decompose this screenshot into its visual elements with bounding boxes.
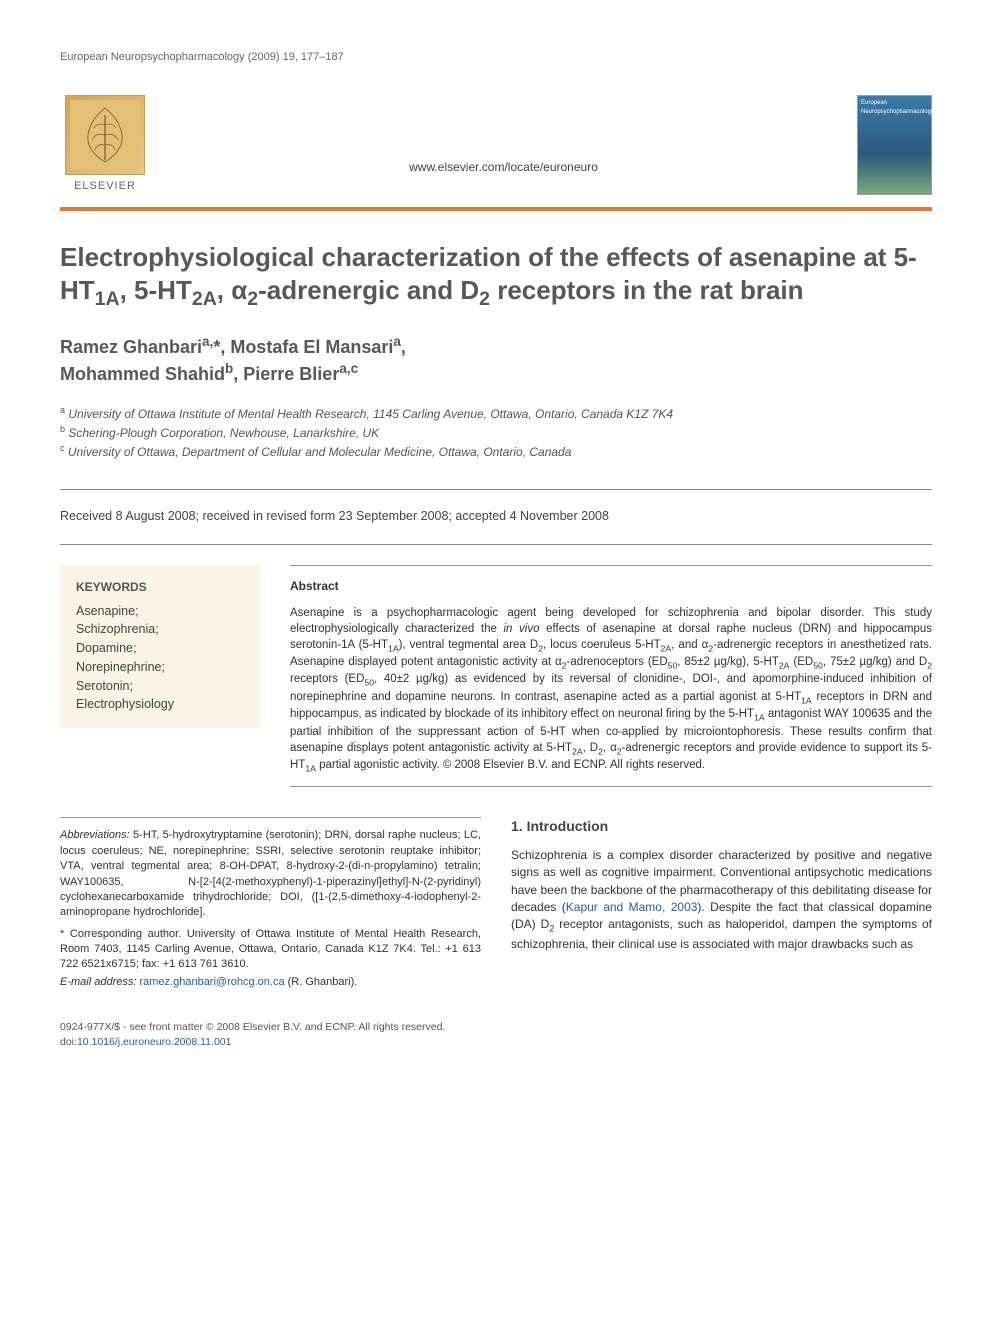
doi-line: doi:10.1016/j.euroneuro.2008.11.001 [60,1035,932,1050]
separator-rule [60,544,932,545]
article-history: Received 8 August 2008; received in revi… [60,508,932,526]
author-list: Ramez Ghanbaria,*, Mostafa El Mansaria,M… [60,333,932,386]
running-header: European Neuropsychopharmacology (2009) … [60,50,932,65]
copyright-line: 0924-977X/$ - see front matter © 2008 El… [60,1020,932,1035]
elsevier-tree-icon [65,95,145,175]
keyword-item: Asenapine; [76,602,244,621]
header-rule [60,207,932,211]
corresponding-author-footnote: * Corresponding author. University of Ot… [60,927,481,973]
keyword-item: Norepinephrine; [76,658,244,677]
abstract-heading: Abstract [290,578,932,595]
affiliation-line: c University of Ottawa, Department of Ce… [60,442,932,461]
abstract-body: Asenapine is a psychopharmacologic agent… [290,605,932,775]
keyword-item: Electrophysiology [76,695,244,714]
publisher-logo: ELSEVIER [60,95,150,195]
footnotes-block: Abbreviations: 5-HT, 5-hydroxytryptamine… [60,828,481,990]
abbrev-label: Abbreviations: [60,829,130,841]
separator-rule [60,489,932,490]
keywords-box: KEYWORDS Asenapine;Schizophrenia;Dopamin… [60,565,260,728]
affiliations: a University of Ottawa Institute of Ment… [60,404,932,461]
keyword-item: Serotonin; [76,677,244,696]
email-label: E-mail address: [60,976,136,988]
publisher-name: ELSEVIER [74,179,136,194]
introduction-body: Schizophrenia is a complex disorder char… [511,847,932,953]
article-title: Electrophysiological characterization of… [60,241,932,311]
email-suffix: (R. Ghanbari). [285,976,358,988]
keywords-heading: KEYWORDS [76,579,244,596]
abbrev-body: 5-HT, 5-hydroxytryptamine (serotonin); D… [60,829,481,918]
introduction-heading: 1. Introduction [511,817,932,837]
keyword-item: Dopamine; [76,639,244,658]
keywords-list: Asenapine;Schizophrenia;Dopamine;Norepin… [76,602,244,715]
email-footnote: E-mail address: ramez.ghanbari@rohcg.on.… [60,975,481,990]
keyword-item: Schizophrenia; [76,620,244,639]
abbreviations-footnote: Abbreviations: 5-HT, 5-hydroxytryptamine… [60,828,481,920]
journal-header: ELSEVIER www.elsevier.com/locate/euroneu… [60,95,932,195]
journal-url[interactable]: www.elsevier.com/locate/euroneuro [409,159,598,196]
journal-cover-thumbnail: European Neuropsychopharmacology [857,95,932,195]
affiliation-line: a University of Ottawa Institute of Ment… [60,404,932,423]
affiliation-line: b Schering-Plough Corporation, Newhouse,… [60,423,932,442]
doi-link[interactable]: 10.1016/j.euroneuro.2008.11.001 [77,1036,232,1048]
author-email-link[interactable]: ramez.ghanbari@rohcg.on.ca [139,976,284,988]
abstract-section: Abstract Asenapine is a psychopharmacolo… [290,565,932,788]
page-footer: 0924-977X/$ - see front matter © 2008 El… [60,1020,932,1049]
